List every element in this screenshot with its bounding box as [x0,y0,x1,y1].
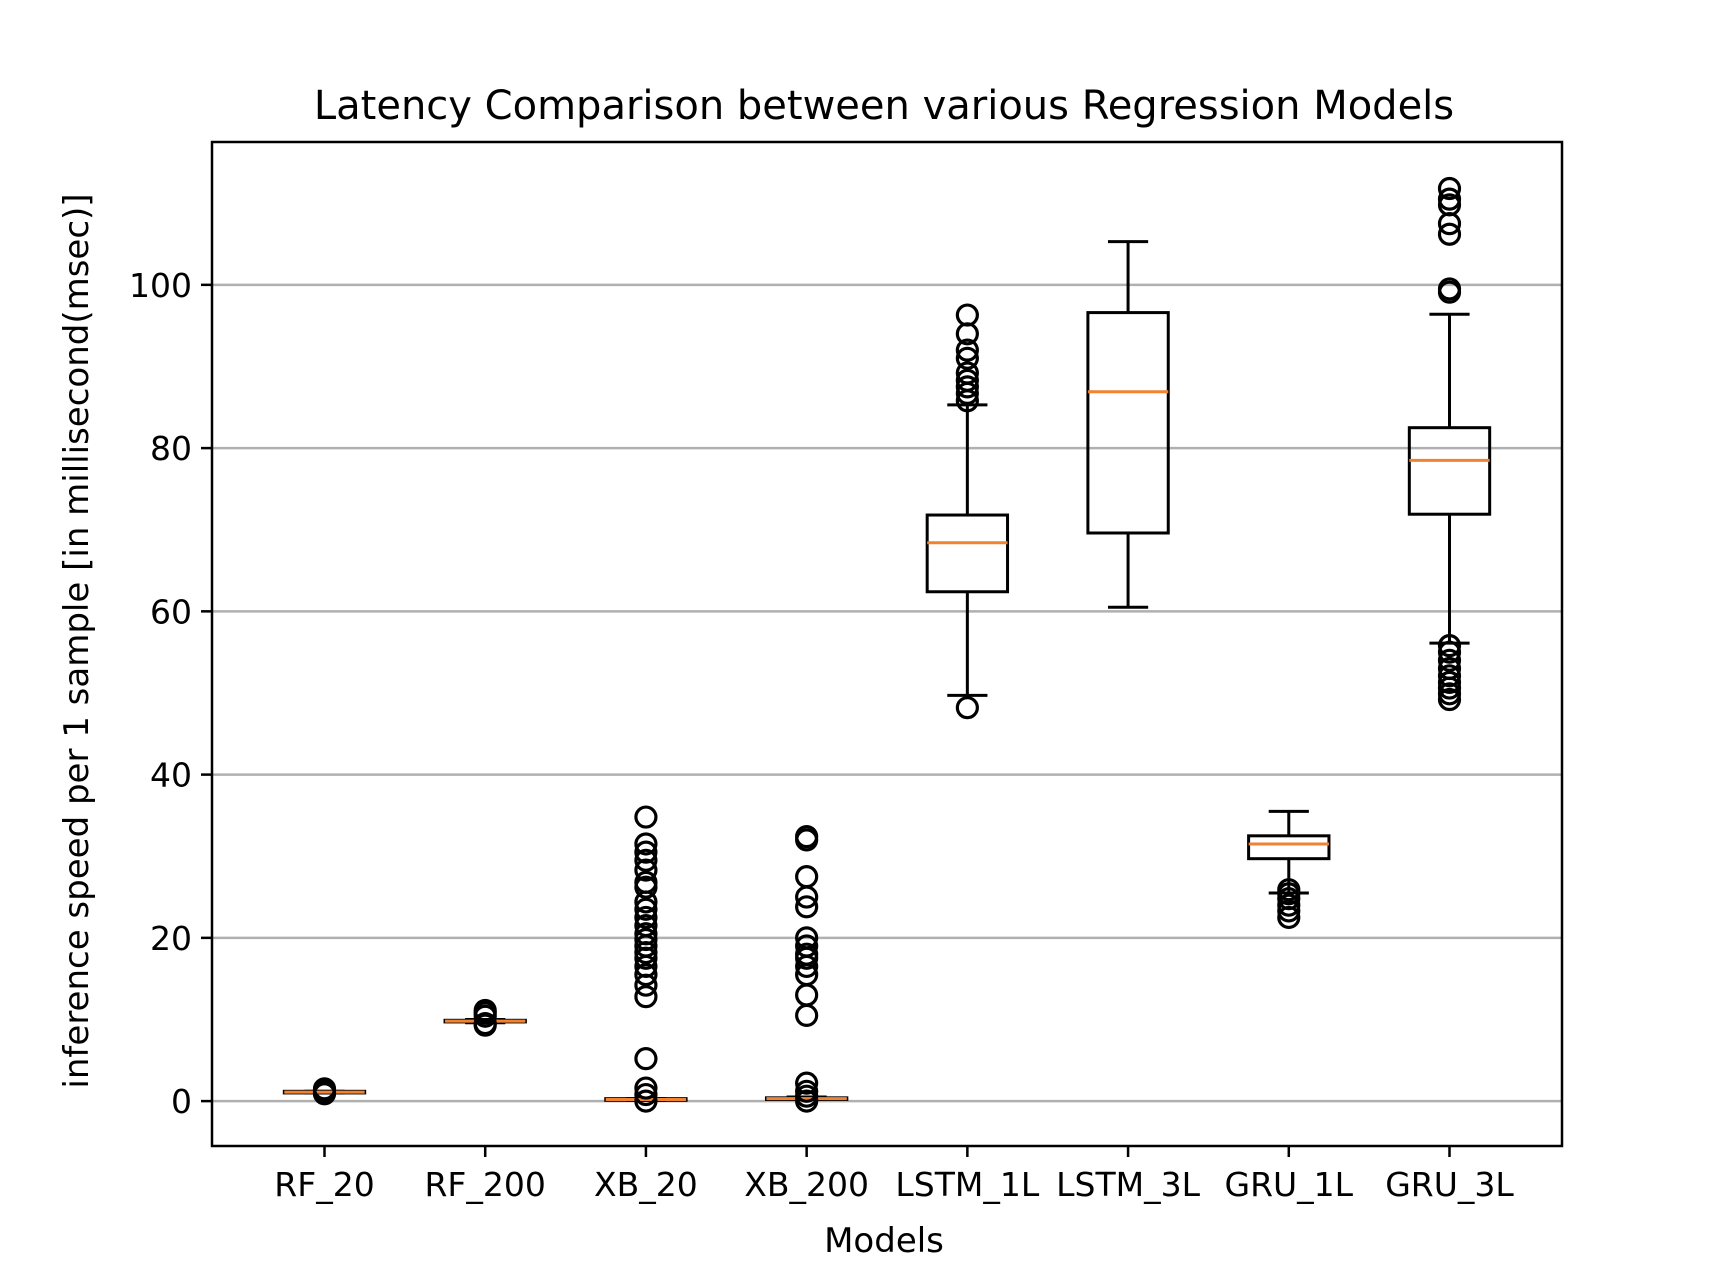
outlier-point [795,926,819,950]
outlier-point [1437,664,1462,688]
box-RF_200 [443,998,527,1037]
outlier-point [1437,656,1462,681]
outlier-point [312,1077,337,1101]
outlier-point [634,858,658,882]
y-tick-label: 20 [150,919,192,958]
outlier-point [1437,640,1462,664]
y-tick-label: 80 [150,429,192,468]
outlier-point [473,998,497,1023]
outlier-point [955,346,979,370]
outlier-point [634,832,658,856]
y-tick-label: 100 [129,266,192,305]
outlier-point [473,1011,497,1036]
outlier-point [634,1089,658,1113]
outlier-point [955,338,979,362]
outlier-point [634,848,658,872]
x-tick-label: RF_200 [425,1165,546,1204]
outlier-point [634,840,658,864]
outlier-point [1437,277,1462,301]
outlier-point [1437,634,1462,658]
box-GRU_3L [1407,176,1492,712]
iqr-box [1247,834,1331,861]
x-axis-label: Models [824,1221,944,1261]
outlier-point [634,985,658,1009]
outlier-point [634,905,658,930]
outlier-point [955,361,979,385]
x-tick-label: XB_200 [744,1165,869,1204]
outlier-point [955,303,979,327]
outlier-point [1437,176,1462,201]
outlier-point [795,1079,819,1103]
outlier-point [955,375,979,399]
outlier-point [1437,648,1462,672]
outlier-point [634,897,658,921]
boxes [282,176,1492,1113]
x-tick-label: LSTM_1L [895,1165,1039,1204]
outlier-point [1277,878,1301,902]
outlier-point [795,934,819,958]
y-tick-label: 60 [150,592,192,631]
outlier-point [955,368,979,392]
box-XB_200 [764,825,849,1113]
x-tick-label: GRU_1L [1225,1165,1354,1204]
outlier-point [955,696,979,720]
iqr-box [1086,311,1170,535]
outlier-point [795,895,819,919]
iqr-box [1407,426,1492,516]
x-tick-label: XB_20 [594,1165,698,1204]
iqr-box [925,513,1010,594]
outlier-point [634,1047,658,1071]
outlier-point [634,1076,658,1100]
y-axis-label: inference speed per 1 sample [in millise… [57,193,97,1088]
outlier-point [1277,893,1301,917]
outlier-point [795,825,819,849]
outlier-point [1437,222,1462,246]
box-RF_20 [282,1077,367,1106]
outlier-point [795,1071,819,1095]
outlier-point [1437,187,1462,211]
outlier-point [1437,670,1462,694]
x-tick-label: LSTM_3L [1056,1165,1200,1204]
y-tick-label: 0 [171,1082,192,1121]
box-LSTM_3L [1086,240,1170,609]
outlier-point [634,922,658,946]
x-axis: RF_20 RF_200 XB_20 XB_200 LSTM_1L LSTM_3L GRU_… [274,1146,1514,1204]
outlier-point [795,1003,819,1027]
box-LSTM_1L [925,303,1010,720]
outlier-point [634,962,658,987]
plot-frame [210,140,1564,1148]
outlier-point [634,870,658,894]
outlier-point [795,865,819,889]
outlier-point [795,942,819,966]
x-tick-label: RF_20 [274,1165,374,1204]
x-tick-label: GRU_3L [1385,1165,1514,1204]
outlier-point [634,1082,658,1107]
box-GRU_1L [1247,809,1331,930]
box-XB_20 [604,805,688,1113]
chart-title: Latency Comparison between various Regre… [314,83,1454,129]
y-axis: 0 20 40 60 80 100 [129,266,212,1121]
outlier-point [634,805,658,829]
outlier-point [795,983,819,1007]
grid [212,283,1562,1103]
outlier-point [634,914,658,938]
y-tick-label: 40 [150,756,192,795]
